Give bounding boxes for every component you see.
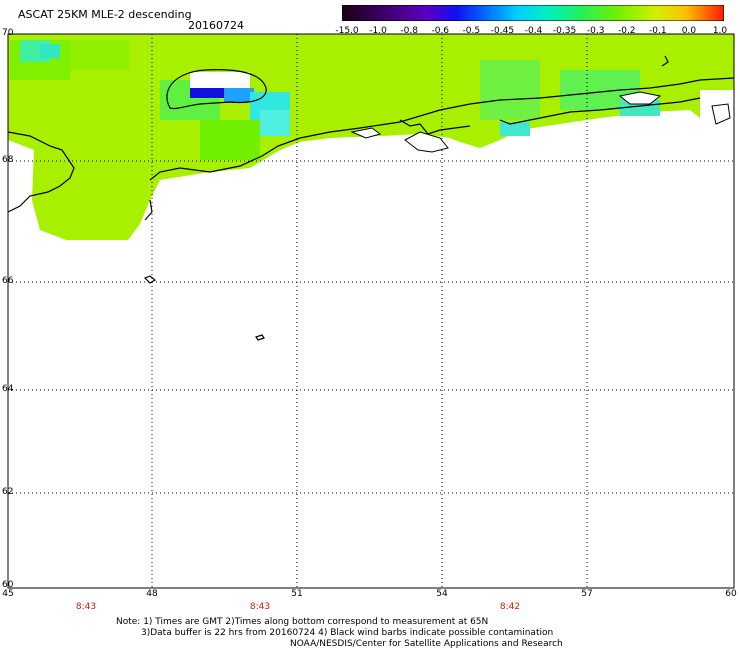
colorbar-tick-label: -1.0 (369, 26, 387, 36)
lon-label: 60 (725, 589, 737, 599)
lat-label: 68 (2, 155, 14, 165)
data-swath (8, 34, 734, 240)
footer-note-2: 3)Data buffer is 22 hrs from 20160724 4)… (141, 628, 554, 638)
coastline (7, 55, 735, 341)
colorbar-tick-label: -0.35 (552, 26, 577, 36)
colorbar-tick-label: -0.2 (617, 26, 636, 36)
lon-label: 51 (291, 589, 303, 599)
map-grid (8, 34, 734, 588)
islands (350, 91, 731, 153)
map-title: ASCAT 25KM MLE-2 descending (18, 8, 192, 21)
lat-label: 66 (2, 276, 14, 286)
footer-note-3: NOAA/NESDIS/Center for Satellite Applica… (290, 639, 563, 649)
lon-label: 45 (2, 589, 14, 599)
lon-label: 54 (436, 589, 448, 599)
lat-label: 64 (2, 384, 14, 394)
time-label: 8:43 (75, 602, 97, 612)
colorbar-tick-label: 1.0 (712, 26, 728, 36)
footer-note-1: Note: 1) Times are GMT 2)Times along bot… (116, 617, 489, 627)
time-label: 8:42 (499, 602, 521, 612)
colorbar-tick-label: -0.3 (586, 26, 605, 36)
colorbar-tick-label: -15.0 (335, 26, 359, 36)
colorbar-gradient (342, 5, 724, 21)
colorbar-tick-label: -0.5 (462, 26, 481, 36)
colorbar-tick-label: -0.45 (490, 26, 515, 36)
map-date: 20160724 (188, 19, 244, 32)
colorbar-tick-label: 0.0 (681, 26, 697, 36)
time-label: 8:43 (249, 602, 271, 612)
lon-label: 48 (146, 589, 158, 599)
lat-label: 60 (2, 580, 14, 590)
colorbar-tick-label: -0.6 (431, 26, 450, 36)
colorbar-tick-label: -0.4 (524, 26, 543, 36)
colorbar-tick-label: -0.1 (649, 26, 667, 36)
lon-label: 57 (581, 589, 593, 599)
lat-label: 70 (2, 28, 14, 38)
colorbar-tick-label: -0.8 (400, 26, 418, 36)
map-frame (7, 33, 735, 589)
lat-label: 62 (2, 487, 14, 497)
